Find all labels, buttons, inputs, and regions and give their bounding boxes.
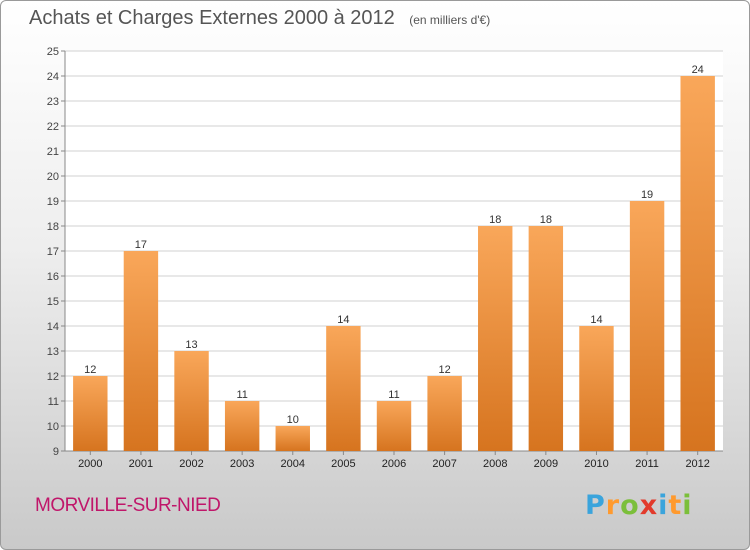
y-tick-label: 16 bbox=[47, 271, 59, 283]
data-label: 18 bbox=[540, 214, 552, 226]
x-tick-label: 2002 bbox=[179, 458, 203, 470]
y-tick-label: 23 bbox=[47, 96, 59, 108]
data-label: 24 bbox=[692, 64, 704, 76]
x-tick-label: 2001 bbox=[129, 458, 153, 470]
x-tick-label: 2007 bbox=[432, 458, 456, 470]
bar bbox=[275, 426, 310, 451]
logo-letter: t bbox=[668, 490, 683, 521]
data-label: 18 bbox=[489, 214, 501, 226]
y-tick-label: 10 bbox=[47, 421, 59, 433]
bar bbox=[174, 351, 209, 451]
y-tick-label: 25 bbox=[47, 46, 59, 58]
logo-letter: i bbox=[682, 490, 693, 521]
y-tick-label: 9 bbox=[53, 446, 59, 458]
bar bbox=[528, 226, 564, 451]
y-tick-label: 13 bbox=[47, 346, 59, 358]
y-tick-label: 21 bbox=[47, 146, 59, 158]
y-tick-label: 22 bbox=[47, 121, 59, 133]
x-tick-label: 2012 bbox=[685, 458, 709, 470]
chart-subtitle: (en milliers d'€) bbox=[409, 13, 491, 27]
y-tick-label: 19 bbox=[47, 196, 59, 208]
data-label: 12 bbox=[84, 364, 96, 376]
logo-letter: r bbox=[605, 490, 621, 521]
y-tick-label: 11 bbox=[48, 396, 59, 408]
y-tick-label: 18 bbox=[47, 221, 59, 233]
bar bbox=[123, 251, 159, 451]
data-label: 19 bbox=[641, 189, 653, 201]
bar bbox=[680, 76, 715, 451]
logo-letter: i bbox=[658, 490, 669, 521]
y-tick-label: 24 bbox=[47, 71, 59, 83]
y-tick-label: 14 bbox=[47, 321, 59, 333]
y-tick-label: 17 bbox=[47, 246, 59, 258]
bar bbox=[629, 201, 665, 451]
logo-letter: P bbox=[585, 490, 606, 521]
logo-letter: x bbox=[639, 490, 659, 521]
x-tick-label: 2003 bbox=[230, 458, 254, 470]
data-label: 14 bbox=[590, 314, 602, 326]
x-tick-label: 2011 bbox=[635, 458, 659, 470]
chart-title-block: Achats et Charges Externes 2000 à 2012 (… bbox=[29, 7, 490, 30]
proxiti-logo: Proxiti bbox=[585, 490, 693, 521]
x-tick-label: 2000 bbox=[78, 458, 102, 470]
data-label: 14 bbox=[337, 314, 349, 326]
x-tick-label: 2004 bbox=[281, 458, 305, 470]
logo-letter: o bbox=[620, 490, 640, 521]
data-label: 13 bbox=[185, 339, 197, 351]
bar bbox=[427, 376, 462, 451]
x-tick-label: 2008 bbox=[483, 458, 507, 470]
bar bbox=[73, 376, 108, 451]
data-label: 11 bbox=[236, 389, 247, 401]
x-tick-label: 2005 bbox=[331, 458, 355, 470]
bar bbox=[224, 401, 260, 451]
x-tick-label: 2009 bbox=[534, 458, 558, 470]
y-tick-label: 12 bbox=[47, 371, 59, 383]
data-label: 11 bbox=[388, 389, 399, 401]
commune-name: MORVILLE-SUR-NIED bbox=[35, 495, 221, 516]
data-label: 12 bbox=[438, 364, 450, 376]
bar bbox=[478, 226, 513, 451]
x-tick-label: 2006 bbox=[382, 458, 406, 470]
data-label: 17 bbox=[135, 239, 147, 251]
y-tick-label: 15 bbox=[47, 296, 59, 308]
y-tick-label: 20 bbox=[47, 171, 59, 183]
chart-title: Achats et Charges Externes 2000 à 2012 bbox=[29, 7, 395, 29]
data-label: 10 bbox=[287, 414, 299, 426]
bar bbox=[376, 401, 412, 451]
bar bbox=[579, 326, 614, 451]
x-tick-label: 2010 bbox=[584, 458, 608, 470]
bar bbox=[326, 326, 361, 451]
